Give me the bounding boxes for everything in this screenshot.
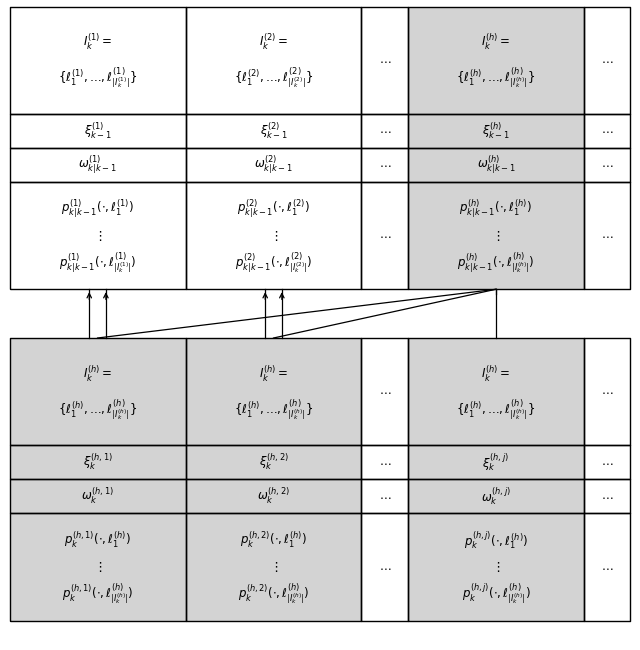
Text: $\cdots$: $\cdots$ bbox=[378, 560, 391, 573]
Bar bbox=[186, 445, 362, 480]
Text: $\{\ell_1^{(h)},\ldots,\ell_{|I_k^{(h)}|}^{(h)}\}$: $\{\ell_1^{(h)},\ldots,\ell_{|I_k^{(h)}|… bbox=[234, 397, 313, 422]
Bar bbox=[408, 514, 584, 621]
Bar bbox=[408, 182, 584, 289]
Text: $I_k^{(2)} =$: $I_k^{(2)} =$ bbox=[259, 32, 288, 53]
Text: $\cdots$: $\cdots$ bbox=[378, 490, 391, 503]
Text: $\omega_{k|k-1}^{(h)}$: $\omega_{k|k-1}^{(h)}$ bbox=[477, 154, 515, 176]
Text: $p_{k|k-1}^{(1)}(\cdot,\ell_{|I_k^{(1)}|}^{(1)})$: $p_{k|k-1}^{(1)}(\cdot,\ell_{|I_k^{(1)}|… bbox=[59, 250, 136, 275]
Text: $\omega_k^{(h,1)}$: $\omega_k^{(h,1)}$ bbox=[81, 486, 114, 506]
Text: $\vdots$: $\vdots$ bbox=[492, 560, 500, 574]
Bar bbox=[362, 480, 408, 514]
Text: $I_k^{(h)} =$: $I_k^{(h)} =$ bbox=[481, 32, 511, 53]
Bar bbox=[408, 338, 584, 445]
Text: $\vdots$: $\vdots$ bbox=[269, 560, 278, 574]
Text: $p_k^{(h,j)}(\cdot,\ell_{|I_k^{(h)}|}^{(h)})$: $p_k^{(h,j)}(\cdot,\ell_{|I_k^{(h)}|}^{(… bbox=[461, 582, 531, 606]
Text: $\xi_{k-1}^{(2)}$: $\xi_{k-1}^{(2)}$ bbox=[260, 121, 287, 141]
Text: $\vdots$: $\vdots$ bbox=[492, 229, 500, 242]
Text: $I_k^{(h)} =$: $I_k^{(h)} =$ bbox=[481, 364, 511, 384]
Bar bbox=[186, 514, 362, 621]
Bar bbox=[10, 338, 186, 445]
Text: $\cdots$: $\cdots$ bbox=[378, 385, 391, 398]
Bar bbox=[362, 6, 408, 114]
Bar bbox=[584, 514, 630, 621]
Bar bbox=[362, 338, 408, 445]
Bar bbox=[584, 480, 630, 514]
Text: $I_k^{(h)} =$: $I_k^{(h)} =$ bbox=[259, 364, 288, 384]
Text: $\vdots$: $\vdots$ bbox=[93, 560, 102, 574]
Text: $p_{k|k-1}^{(1)}(\cdot,\ell_1^{(1)})$: $p_{k|k-1}^{(1)}(\cdot,\ell_1^{(1)})$ bbox=[61, 198, 134, 220]
Text: $\omega_{k|k-1}^{(1)}$: $\omega_{k|k-1}^{(1)}$ bbox=[78, 154, 117, 176]
Text: $\vdots$: $\vdots$ bbox=[93, 229, 102, 242]
Text: $\{\ell_1^{(2)},\ldots,\ell_{|I_k^{(2)}|}^{(2)}\}$: $\{\ell_1^{(2)},\ldots,\ell_{|I_k^{(2)}|… bbox=[234, 66, 313, 90]
Text: $\cdots$: $\cdots$ bbox=[378, 229, 391, 242]
Bar bbox=[584, 445, 630, 480]
Text: $\xi_k^{(h,j)}$: $\xi_k^{(h,j)}$ bbox=[483, 452, 509, 473]
Bar bbox=[186, 148, 362, 182]
Bar bbox=[362, 182, 408, 289]
Text: $\cdots$: $\cdots$ bbox=[601, 159, 613, 172]
Bar bbox=[584, 148, 630, 182]
Text: $\cdots$: $\cdots$ bbox=[601, 54, 613, 67]
Text: $\cdots$: $\cdots$ bbox=[601, 385, 613, 398]
Text: $p_k^{(h,2)}(\cdot,\ell_{|I_k^{(h)}|}^{(h)})$: $p_k^{(h,2)}(\cdot,\ell_{|I_k^{(h)}|}^{(… bbox=[237, 582, 309, 606]
Bar bbox=[186, 480, 362, 514]
Bar bbox=[186, 6, 362, 114]
Text: $\cdots$: $\cdots$ bbox=[601, 229, 613, 242]
Bar bbox=[408, 6, 584, 114]
Text: $\vdots$: $\vdots$ bbox=[269, 229, 278, 242]
Bar bbox=[584, 338, 630, 445]
Text: $\omega_k^{(h,j)}$: $\omega_k^{(h,j)}$ bbox=[481, 486, 511, 507]
Text: $p_{k|k-1}^{(2)}(\cdot,\ell_1^{(2)})$: $p_{k|k-1}^{(2)}(\cdot,\ell_1^{(2)})$ bbox=[237, 198, 310, 220]
Text: $\xi_{k-1}^{(1)}$: $\xi_{k-1}^{(1)}$ bbox=[84, 121, 111, 141]
Text: $\{\ell_1^{(h)},\ldots,\ell_{|I_k^{(h)}|}^{(h)}\}$: $\{\ell_1^{(h)},\ldots,\ell_{|I_k^{(h)}|… bbox=[58, 397, 137, 422]
Bar bbox=[186, 182, 362, 289]
Text: $I_k^{(h)} =$: $I_k^{(h)} =$ bbox=[83, 364, 112, 384]
Bar bbox=[10, 445, 186, 480]
Bar bbox=[10, 514, 186, 621]
Text: $\cdots$: $\cdots$ bbox=[378, 54, 391, 67]
Text: $\xi_{k-1}^{(h)}$: $\xi_{k-1}^{(h)}$ bbox=[482, 121, 510, 141]
Text: $p_k^{(h,1)}(\cdot,\ell_{|I_k^{(h)}|}^{(h)})$: $p_k^{(h,1)}(\cdot,\ell_{|I_k^{(h)}|}^{(… bbox=[62, 582, 133, 606]
Bar bbox=[584, 6, 630, 114]
Bar bbox=[362, 114, 408, 148]
Text: $\{\ell_1^{(h)},\ldots,\ell_{|I_k^{(h)}|}^{(h)}\}$: $\{\ell_1^{(h)},\ldots,\ell_{|I_k^{(h)}|… bbox=[456, 397, 536, 422]
Bar bbox=[408, 114, 584, 148]
Text: $p_k^{(h,2)}(\cdot,\ell_1^{(h)})$: $p_k^{(h,2)}(\cdot,\ell_1^{(h)})$ bbox=[240, 530, 307, 551]
Text: $\cdots$: $\cdots$ bbox=[601, 124, 613, 137]
Text: $I_k^{(1)} =$: $I_k^{(1)} =$ bbox=[83, 32, 112, 53]
Text: $\cdots$: $\cdots$ bbox=[601, 456, 613, 469]
Text: $\{\ell_1^{(h)},\ldots,\ell_{|I_k^{(h)}|}^{(h)}\}$: $\{\ell_1^{(h)},\ldots,\ell_{|I_k^{(h)}|… bbox=[456, 66, 536, 90]
Text: $\omega_k^{(h,2)}$: $\omega_k^{(h,2)}$ bbox=[257, 486, 290, 506]
Bar bbox=[408, 480, 584, 514]
Text: $p_{k|k-1}^{(2)}(\cdot,\ell_{|I_k^{(2)}|}^{(2)})$: $p_{k|k-1}^{(2)}(\cdot,\ell_{|I_k^{(2)}|… bbox=[235, 250, 312, 275]
Text: $\cdots$: $\cdots$ bbox=[601, 560, 613, 573]
Bar bbox=[10, 114, 186, 148]
Bar bbox=[584, 114, 630, 148]
Bar bbox=[10, 182, 186, 289]
Bar bbox=[362, 514, 408, 621]
Text: $p_{k|k-1}^{(h)}(\cdot,\ell_{|I_k^{(h)}|}^{(h)})$: $p_{k|k-1}^{(h)}(\cdot,\ell_{|I_k^{(h)}|… bbox=[457, 250, 535, 275]
Bar bbox=[362, 445, 408, 480]
Text: $p_{k|k-1}^{(h)}(\cdot,\ell_1^{(h)})$: $p_{k|k-1}^{(h)}(\cdot,\ell_1^{(h)})$ bbox=[460, 198, 532, 220]
Bar bbox=[362, 148, 408, 182]
Text: $\omega_{k|k-1}^{(2)}$: $\omega_{k|k-1}^{(2)}$ bbox=[254, 154, 293, 176]
Text: $\xi_k^{(h,2)}$: $\xi_k^{(h,2)}$ bbox=[259, 452, 289, 473]
Text: $\cdots$: $\cdots$ bbox=[378, 159, 391, 172]
Bar bbox=[10, 148, 186, 182]
Text: $\{\ell_1^{(1)},\ldots,\ell_{|I_k^{(1)}|}^{(1)}\}$: $\{\ell_1^{(1)},\ldots,\ell_{|I_k^{(1)}|… bbox=[58, 66, 137, 90]
Text: $\cdots$: $\cdots$ bbox=[601, 490, 613, 503]
Bar bbox=[584, 182, 630, 289]
Bar bbox=[10, 6, 186, 114]
Text: $\cdots$: $\cdots$ bbox=[378, 456, 391, 469]
Text: $\cdots$: $\cdots$ bbox=[378, 124, 391, 137]
Bar bbox=[186, 338, 362, 445]
Bar bbox=[10, 480, 186, 514]
Text: $p_k^{(h,1)}(\cdot,\ell_1^{(h)})$: $p_k^{(h,1)}(\cdot,\ell_1^{(h)})$ bbox=[64, 530, 131, 551]
Bar bbox=[186, 114, 362, 148]
Bar bbox=[408, 148, 584, 182]
Text: $\xi_k^{(h,1)}$: $\xi_k^{(h,1)}$ bbox=[83, 452, 113, 473]
Bar bbox=[408, 445, 584, 480]
Text: $p_k^{(h,j)}(\cdot,\ell_1^{(h)})$: $p_k^{(h,j)}(\cdot,\ell_1^{(h)})$ bbox=[464, 529, 528, 551]
